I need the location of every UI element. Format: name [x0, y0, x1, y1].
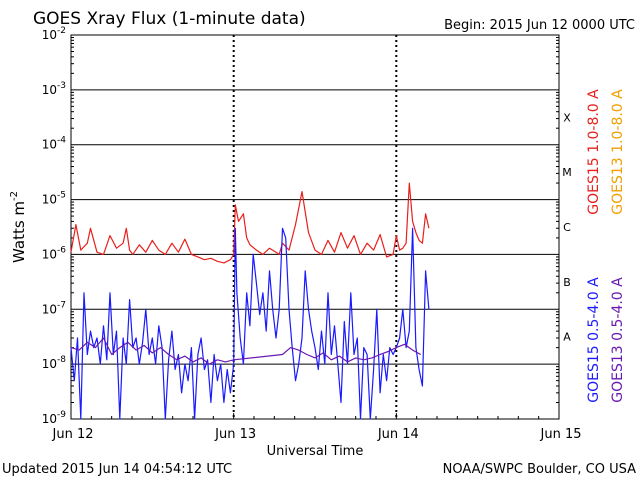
flare-class-m: M	[562, 166, 572, 179]
legend-entry: GOES15 1.0-8.0 A	[586, 89, 602, 215]
x-tick-label: Jun 12	[52, 427, 94, 442]
gridlines	[71, 89, 559, 365]
y-tick-label: 10-2	[42, 26, 66, 42]
chart-title: GOES Xray Flux (1-minute data)	[33, 9, 306, 29]
flare-class-c: C	[563, 221, 571, 234]
legend: GOES15 1.0-8.0 A GOES13 1.0-8.0 A GOES15 0…	[586, 89, 626, 403]
y-axis-label-exponent: -2	[9, 191, 20, 201]
flare-class-a: A	[563, 331, 571, 344]
source-credit: NOAA/SWPC Boulder, CO USA	[443, 462, 636, 477]
flare-class-labels: A B C M X	[562, 111, 572, 343]
updated-timestamp: Updated 2015 Jun 14 04:54:12 UTC	[2, 462, 232, 477]
y-tick-label: 10-9	[42, 410, 67, 426]
y-axis-label: Watts m-2	[9, 191, 28, 263]
plot-area	[70, 34, 560, 420]
flare-class-x: X	[563, 111, 571, 124]
x-axis-label: Universal Time	[267, 444, 364, 459]
x-tick-label: Jun 15	[540, 427, 582, 442]
y-tick-label: 10-5	[42, 191, 66, 207]
y-tick-label: 10-8	[42, 355, 67, 371]
y-axis-label-text: Watts m	[10, 201, 28, 263]
series-goes15-1-0-8-0-a	[70, 182, 430, 264]
y-tick-label: 10-3	[42, 81, 66, 97]
y-tick-label: 10-6	[42, 245, 67, 261]
svg-text:Watts m-2: Watts m-2	[9, 191, 28, 263]
legend-entry: GOES13 1.0-8.0 A	[610, 89, 626, 215]
y-axis-ticks: 10-9 10-8 10-7 10-6 10-5 10-4 10-3 10-2	[42, 26, 559, 426]
x-axis-ticks: Jun 12 Jun 13 Jun 14 Jun 15	[52, 413, 582, 442]
y-tick-label: 10-4	[42, 136, 67, 152]
begin-date: Begin: 2015 Jun 12 0000 UTC	[444, 18, 635, 33]
flare-class-b: B	[563, 276, 571, 289]
series-goes13-0-5-4-0-a	[70, 337, 421, 365]
legend-entry: GOES15 0.5-4.0 A	[586, 277, 602, 403]
data-series	[70, 182, 430, 420]
legend-entry: GOES13 0.5-4.0 A	[610, 277, 626, 403]
series-goes15-0-5-4-0-a	[70, 227, 430, 420]
x-tick-label: Jun 13	[214, 427, 256, 442]
y-tick-label: 10-7	[42, 300, 66, 316]
x-tick-label: Jun 14	[377, 427, 419, 442]
